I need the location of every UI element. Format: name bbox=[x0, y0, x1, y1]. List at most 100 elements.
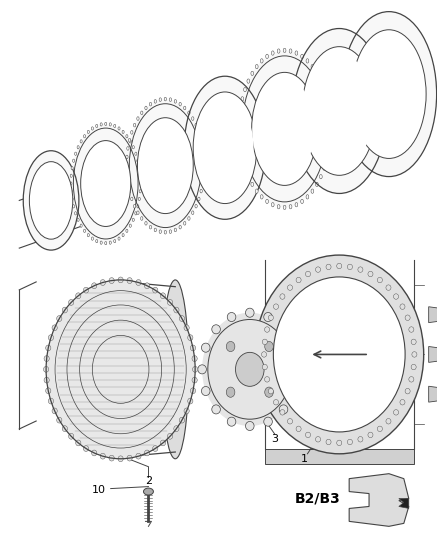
Ellipse shape bbox=[132, 218, 134, 222]
Ellipse shape bbox=[126, 173, 128, 176]
Ellipse shape bbox=[132, 146, 134, 149]
Ellipse shape bbox=[87, 233, 89, 237]
Ellipse shape bbox=[153, 287, 158, 293]
Ellipse shape bbox=[193, 92, 257, 204]
Ellipse shape bbox=[184, 76, 266, 219]
Ellipse shape bbox=[174, 100, 177, 103]
Ellipse shape bbox=[52, 325, 57, 330]
Polygon shape bbox=[399, 498, 409, 508]
Ellipse shape bbox=[347, 264, 353, 270]
Ellipse shape bbox=[358, 267, 363, 272]
Ellipse shape bbox=[196, 98, 254, 198]
Polygon shape bbox=[349, 474, 409, 527]
Ellipse shape bbox=[145, 106, 147, 110]
Ellipse shape bbox=[179, 225, 181, 229]
Ellipse shape bbox=[319, 79, 322, 83]
Ellipse shape bbox=[244, 87, 246, 92]
Ellipse shape bbox=[246, 308, 254, 317]
Ellipse shape bbox=[325, 157, 328, 161]
Ellipse shape bbox=[164, 97, 166, 101]
Ellipse shape bbox=[296, 426, 301, 432]
Ellipse shape bbox=[77, 146, 79, 149]
Ellipse shape bbox=[262, 339, 267, 345]
Ellipse shape bbox=[162, 280, 189, 459]
Ellipse shape bbox=[73, 159, 74, 163]
Ellipse shape bbox=[83, 446, 88, 451]
Polygon shape bbox=[429, 307, 438, 322]
Ellipse shape bbox=[200, 139, 202, 142]
Ellipse shape bbox=[227, 312, 236, 321]
Ellipse shape bbox=[273, 304, 279, 309]
Ellipse shape bbox=[280, 294, 285, 299]
Ellipse shape bbox=[202, 313, 297, 426]
Ellipse shape bbox=[153, 446, 158, 451]
Ellipse shape bbox=[52, 408, 57, 414]
Ellipse shape bbox=[92, 283, 97, 289]
Ellipse shape bbox=[149, 225, 152, 229]
Ellipse shape bbox=[264, 312, 272, 321]
Ellipse shape bbox=[48, 335, 53, 341]
Ellipse shape bbox=[326, 439, 331, 445]
Ellipse shape bbox=[409, 377, 414, 382]
Ellipse shape bbox=[129, 140, 131, 143]
Ellipse shape bbox=[323, 166, 325, 170]
Ellipse shape bbox=[87, 130, 89, 134]
Ellipse shape bbox=[241, 96, 244, 101]
Ellipse shape bbox=[184, 222, 186, 225]
Ellipse shape bbox=[62, 426, 67, 432]
Ellipse shape bbox=[137, 211, 139, 215]
Ellipse shape bbox=[125, 164, 128, 167]
Ellipse shape bbox=[244, 166, 246, 170]
Ellipse shape bbox=[122, 233, 124, 237]
Ellipse shape bbox=[255, 64, 258, 69]
Ellipse shape bbox=[145, 222, 147, 225]
Ellipse shape bbox=[255, 255, 424, 454]
Ellipse shape bbox=[46, 345, 51, 351]
Ellipse shape bbox=[325, 96, 328, 101]
Ellipse shape bbox=[386, 285, 391, 290]
Ellipse shape bbox=[261, 352, 267, 357]
Ellipse shape bbox=[368, 432, 373, 438]
Ellipse shape bbox=[412, 352, 417, 357]
Ellipse shape bbox=[77, 218, 79, 222]
Ellipse shape bbox=[71, 197, 73, 200]
Ellipse shape bbox=[81, 141, 131, 227]
Ellipse shape bbox=[212, 325, 220, 334]
Ellipse shape bbox=[260, 59, 263, 63]
Ellipse shape bbox=[279, 405, 288, 414]
Ellipse shape bbox=[48, 398, 53, 404]
Ellipse shape bbox=[46, 388, 51, 394]
Ellipse shape bbox=[46, 280, 195, 459]
Ellipse shape bbox=[326, 264, 331, 270]
Ellipse shape bbox=[92, 450, 97, 456]
Ellipse shape bbox=[198, 197, 200, 201]
Ellipse shape bbox=[203, 173, 205, 176]
Ellipse shape bbox=[69, 433, 74, 439]
Text: 10: 10 bbox=[92, 484, 106, 495]
Text: 6: 6 bbox=[155, 187, 162, 211]
Ellipse shape bbox=[283, 205, 286, 209]
Ellipse shape bbox=[71, 124, 141, 243]
Ellipse shape bbox=[57, 417, 62, 423]
Ellipse shape bbox=[188, 216, 190, 220]
Ellipse shape bbox=[126, 155, 128, 159]
Ellipse shape bbox=[368, 271, 373, 277]
Ellipse shape bbox=[200, 189, 202, 193]
Ellipse shape bbox=[201, 343, 210, 352]
Ellipse shape bbox=[70, 182, 72, 185]
Ellipse shape bbox=[44, 377, 49, 383]
Ellipse shape bbox=[301, 199, 304, 204]
Ellipse shape bbox=[139, 174, 141, 177]
Ellipse shape bbox=[302, 47, 376, 175]
Ellipse shape bbox=[191, 117, 194, 120]
Ellipse shape bbox=[169, 230, 172, 233]
Text: 8: 8 bbox=[97, 199, 107, 227]
Ellipse shape bbox=[43, 366, 49, 372]
Ellipse shape bbox=[247, 174, 250, 179]
Ellipse shape bbox=[296, 277, 301, 283]
Ellipse shape bbox=[295, 203, 298, 207]
Ellipse shape bbox=[411, 364, 416, 370]
Ellipse shape bbox=[126, 229, 128, 232]
Text: B2/B3: B2/B3 bbox=[294, 491, 340, 505]
Text: 7: 7 bbox=[226, 165, 233, 196]
